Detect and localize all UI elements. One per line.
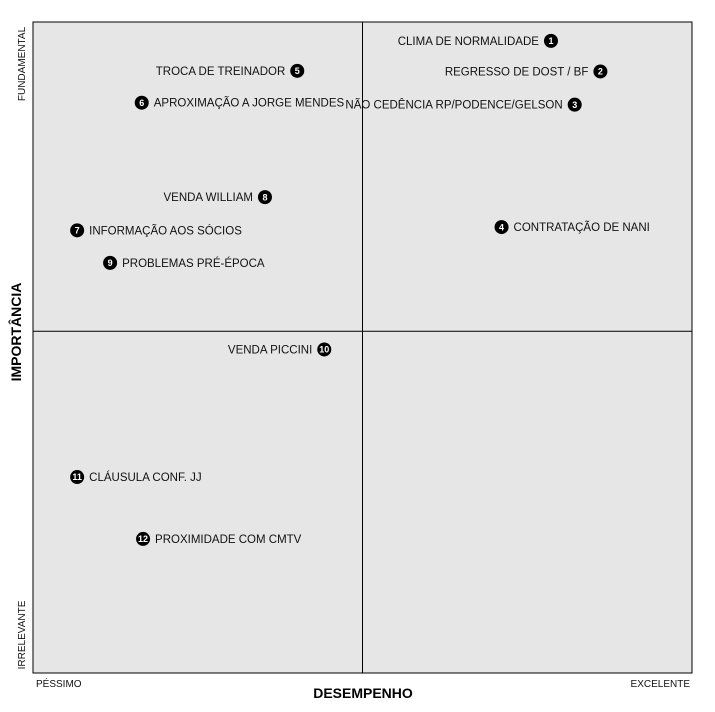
point-number: 4: [499, 222, 504, 232]
point-number: 6: [139, 98, 144, 108]
point-marker: [543, 33, 558, 48]
point-label: CLIMA DE NORMALIDADE: [398, 36, 540, 48]
data-point-3: 3 NÃO CEDÊNCIA RP/PODENCE/GELSON: [345, 97, 582, 112]
data-point-1: 1 CLIMA DE NORMALIDADE: [398, 33, 558, 48]
point-marker: [257, 190, 272, 205]
point-label: TROCA DE TREINADOR: [156, 66, 286, 78]
point-label: PROXIMIDADE COM CMTV: [155, 534, 302, 546]
point-number: 8: [262, 192, 267, 202]
data-point-9: 9 PROBLEMAS PRÉ-ÉPOCA: [103, 255, 265, 270]
point-marker: [317, 342, 332, 357]
point-number: 2: [598, 67, 603, 77]
points-layer: 1 CLIMA DE NORMALIDADE 2 REGRESSO DE DOST /…: [70, 33, 650, 546]
point-marker: [290, 63, 305, 78]
point-label: PROBLEMAS PRÉ-ÉPOCA: [122, 257, 265, 270]
point-label: APROXIMAÇÃO A JORGE MENDES: [154, 97, 345, 110]
y-axis-title: IMPORTÂNCIA: [7, 283, 24, 382]
x-tick-label-pessimo: PÉSSIMO: [36, 677, 82, 690]
point-number: 1: [548, 36, 553, 46]
y-tick-label-irrelevante: IRRELEVANTE: [17, 600, 28, 669]
data-point-2: 2 REGRESSO DE DOST / BF: [445, 64, 608, 79]
point-label: NÃO CEDÊNCIA RP/PODENCE/GELSON: [345, 99, 562, 112]
point-marker: [136, 531, 151, 546]
point-number: 10: [319, 345, 329, 355]
data-point-8: 8 VENDA WILLIAM: [163, 190, 272, 205]
point-label: VENDA WILLIAM: [163, 192, 252, 204]
data-point-6: 6 APROXIMAÇÃO A JORGE MENDES: [134, 95, 345, 110]
point-marker: [134, 95, 149, 110]
point-label: CLÁUSULA CONF. JJ: [89, 471, 201, 484]
x-tick-label-excelente: EXCELENTE: [631, 679, 691, 690]
point-number: 3: [572, 100, 577, 110]
point-label: CONTRATAÇÃO DE NANI: [514, 221, 650, 234]
point-number: 11: [72, 472, 82, 482]
point-number: 5: [295, 66, 300, 76]
point-marker: [70, 223, 85, 238]
point-number: 9: [108, 258, 113, 268]
point-label: REGRESSO DE DOST / BF: [445, 66, 589, 78]
point-marker: [70, 470, 85, 485]
data-point-12: 12 PROXIMIDADE COM CMTV: [136, 531, 302, 546]
point-marker: [103, 255, 118, 270]
point-marker: [494, 220, 509, 235]
data-point-10: 10 VENDA PICCINI: [228, 342, 332, 357]
data-point-11: 11 CLÁUSULA CONF. JJ: [70, 470, 202, 485]
y-tick-label-fundamental: FUNDAMENTAL: [17, 26, 28, 101]
point-marker: [593, 64, 608, 79]
point-number: 7: [75, 226, 80, 236]
point-label: VENDA PICCINI: [228, 344, 312, 356]
point-number: 12: [138, 534, 148, 544]
data-point-5: 5 TROCA DE TREINADOR: [156, 63, 305, 78]
x-axis-title: DESEMPENHO: [313, 685, 413, 701]
data-point-4: 4 CONTRATAÇÃO DE NANI: [494, 220, 650, 235]
data-point-7: 7 INFORMAÇÃO AOS SÓCIOS: [70, 223, 242, 238]
point-label: INFORMAÇÃO AOS SÓCIOS: [89, 224, 242, 237]
point-marker: [567, 97, 582, 112]
